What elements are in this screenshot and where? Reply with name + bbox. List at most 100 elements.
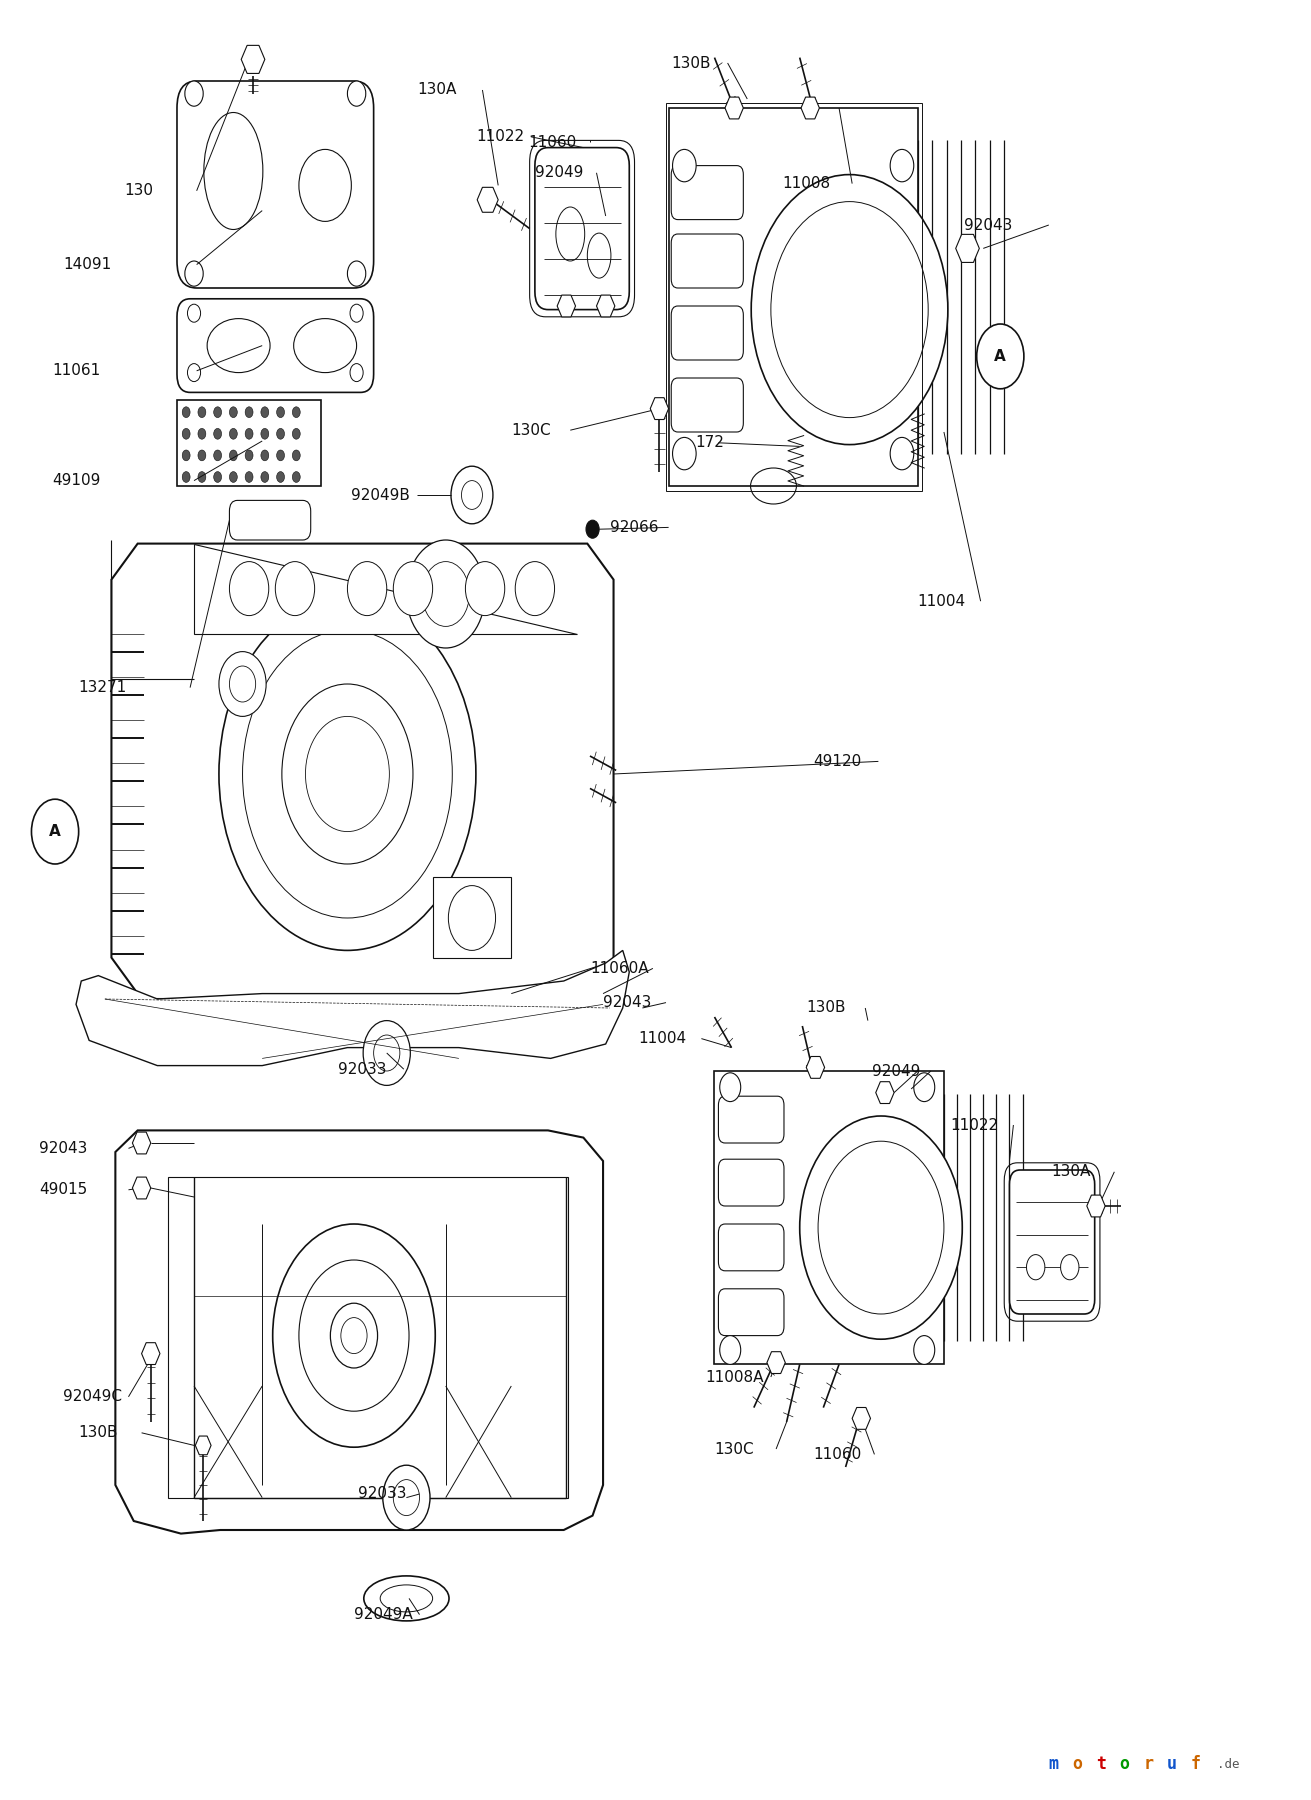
Circle shape [261, 407, 269, 418]
Text: 92033: 92033 [338, 1062, 387, 1076]
Circle shape [586, 520, 599, 538]
Text: u: u [1167, 1755, 1177, 1773]
Polygon shape [132, 1132, 151, 1154]
Text: 14091: 14091 [63, 257, 111, 272]
Circle shape [182, 472, 190, 482]
Circle shape [219, 652, 266, 716]
Text: t: t [1096, 1755, 1106, 1773]
Text: 11060A: 11060A [590, 961, 649, 976]
Circle shape [383, 1465, 430, 1530]
Circle shape [245, 407, 253, 418]
Circle shape [198, 407, 206, 418]
Circle shape [261, 450, 269, 461]
Circle shape [292, 450, 300, 461]
Circle shape [245, 472, 253, 482]
Text: 92033: 92033 [358, 1487, 406, 1501]
Circle shape [363, 1021, 410, 1085]
Text: 92049A: 92049A [354, 1607, 413, 1622]
Circle shape [393, 562, 433, 616]
Ellipse shape [363, 1577, 448, 1620]
Circle shape [277, 407, 284, 418]
Text: 11060: 11060 [813, 1447, 861, 1462]
Circle shape [229, 407, 237, 418]
PathPatch shape [115, 1130, 603, 1534]
Polygon shape [852, 1408, 871, 1429]
Circle shape [977, 324, 1024, 389]
Circle shape [214, 472, 222, 482]
Text: 130B: 130B [79, 1426, 118, 1440]
Circle shape [185, 261, 203, 286]
Circle shape [31, 799, 79, 864]
Circle shape [277, 472, 284, 482]
Circle shape [282, 684, 413, 864]
Polygon shape [801, 97, 819, 119]
FancyBboxPatch shape [671, 306, 743, 360]
Text: 172: 172 [695, 436, 724, 450]
Circle shape [1027, 1255, 1045, 1280]
Circle shape [751, 175, 948, 445]
Text: 92043: 92043 [964, 218, 1012, 232]
Bar [666, 103, 922, 491]
FancyBboxPatch shape [177, 299, 374, 392]
Text: 130B: 130B [806, 1001, 846, 1015]
Polygon shape [132, 1177, 151, 1199]
FancyBboxPatch shape [1009, 1170, 1095, 1314]
Text: 92049: 92049 [535, 166, 583, 180]
Text: 130C: 130C [511, 423, 551, 437]
Circle shape [261, 428, 269, 439]
Text: o: o [1072, 1755, 1083, 1773]
Circle shape [198, 450, 206, 461]
Circle shape [890, 437, 914, 470]
Text: 130C: 130C [714, 1442, 754, 1456]
Polygon shape [956, 234, 979, 263]
Circle shape [720, 1336, 741, 1364]
Bar [177, 400, 321, 486]
Circle shape [198, 472, 206, 482]
Circle shape [1061, 1255, 1079, 1280]
Circle shape [245, 450, 253, 461]
Text: 49109: 49109 [52, 473, 101, 488]
Text: 11022: 11022 [950, 1118, 999, 1132]
Circle shape [229, 562, 269, 616]
Text: 92049: 92049 [872, 1064, 920, 1078]
Text: 92043: 92043 [603, 995, 652, 1010]
Polygon shape [725, 97, 743, 119]
Bar [168, 1177, 568, 1498]
Circle shape [673, 149, 696, 182]
Circle shape [515, 562, 555, 616]
Polygon shape [142, 1343, 160, 1364]
Text: 92066: 92066 [610, 520, 658, 535]
Text: o: o [1120, 1755, 1130, 1773]
FancyBboxPatch shape [535, 148, 629, 310]
Circle shape [229, 450, 237, 461]
Circle shape [277, 450, 284, 461]
Polygon shape [650, 398, 669, 419]
Text: 11004: 11004 [918, 594, 966, 608]
Text: 130B: 130B [671, 56, 711, 70]
Polygon shape [767, 1352, 785, 1373]
Circle shape [182, 450, 190, 461]
Text: 92043: 92043 [39, 1141, 88, 1156]
FancyBboxPatch shape [671, 166, 743, 220]
Circle shape [465, 562, 505, 616]
FancyBboxPatch shape [177, 81, 374, 288]
Text: .de: .de [1217, 1757, 1239, 1771]
Circle shape [330, 1303, 378, 1368]
Polygon shape [597, 295, 615, 317]
FancyBboxPatch shape [718, 1096, 784, 1143]
Circle shape [347, 81, 366, 106]
Text: 11004: 11004 [638, 1031, 687, 1046]
Text: 11022: 11022 [476, 130, 524, 144]
Text: 11060: 11060 [528, 135, 577, 149]
Text: 92049B: 92049B [351, 488, 410, 502]
Circle shape [275, 562, 315, 616]
Circle shape [406, 540, 485, 648]
PathPatch shape [111, 544, 614, 999]
Circle shape [292, 407, 300, 418]
Text: 49120: 49120 [813, 754, 861, 769]
Text: 13271: 13271 [79, 680, 127, 695]
FancyBboxPatch shape [718, 1289, 784, 1336]
Circle shape [448, 886, 496, 950]
FancyBboxPatch shape [718, 1224, 784, 1271]
Text: 11061: 11061 [52, 364, 101, 378]
